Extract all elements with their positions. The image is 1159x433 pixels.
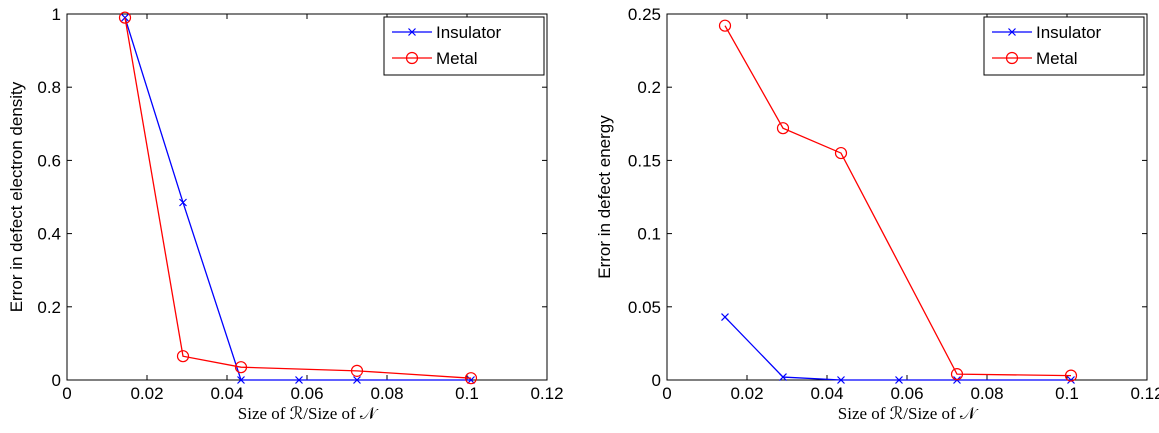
data-point [295, 376, 303, 384]
data-point [464, 372, 478, 385]
x-tick-label: 0.02 [130, 384, 163, 403]
x-tick-label: 0 [662, 384, 671, 403]
legend: Insulator Metal [383, 16, 545, 76]
x-tick-label: 0.08 [970, 384, 1003, 403]
x-tick-label: 0.06 [890, 384, 923, 403]
x-tick-label: 0.04 [210, 384, 243, 403]
x-tick-label: 0 [62, 384, 71, 403]
x-tick-label: 0.08 [370, 384, 403, 403]
y-tick-label: 0.1 [637, 225, 661, 244]
x-tick-label: 0.04 [810, 384, 843, 403]
y-tick-label: 0.8 [37, 78, 61, 97]
x-tick-label: 0.02 [730, 384, 763, 403]
series-line [124, 17, 471, 381]
y-tick-label: 0.2 [37, 298, 61, 317]
y-tick-label: 0.4 [37, 225, 61, 244]
series-metal [718, 19, 1078, 382]
legend-marker [1008, 28, 1016, 36]
data-point [718, 19, 732, 32]
y-tick-label: 0.2 [637, 78, 661, 97]
y-tick-label: 0.6 [37, 151, 61, 170]
data-point [776, 122, 790, 135]
legend: Insulator Metal [983, 16, 1145, 76]
x-tick-label: 0.1 [1055, 384, 1079, 403]
x-tick-label: 0.1 [455, 384, 479, 403]
y-tick-label: 0 [52, 371, 61, 390]
legend-label: Metal [1036, 49, 1078, 68]
legend-marker [1005, 51, 1019, 65]
legend-label: Metal [436, 49, 478, 68]
data-point [895, 376, 903, 384]
legend-box [383, 16, 545, 76]
data-point [1067, 376, 1075, 384]
data-point [1064, 369, 1078, 382]
data-point [721, 313, 729, 321]
x-axis-label: Size of ℛ/Size of 𝒩 [838, 404, 979, 423]
left-chart-panel: 0 0.02 0.04 0.06 0.08 0.1 0.12 0 0.2 0.4 0.6 0.8 1 Si… [7, 5, 564, 423]
data-point [353, 376, 361, 384]
legend-marker [408, 28, 416, 36]
legend-label: Insulator [1036, 23, 1102, 42]
legend-label: Insulator [436, 23, 502, 42]
right-chart-panel: 0 0.02 0.04 0.06 0.08 0.1 0.12 0 0.05 0.1 0.15 0.2 0… [595, 5, 1159, 423]
data-point [950, 368, 964, 381]
series-line [124, 17, 472, 379]
data-point [237, 376, 245, 384]
data-point [350, 364, 364, 377]
x-axis-label: Size of ℛ/Size of 𝒩 [238, 404, 379, 423]
data-point [118, 11, 132, 24]
series-insulator [121, 13, 475, 384]
y-tick-label: 0.05 [628, 298, 661, 317]
data-point [234, 361, 248, 374]
y-tick-label: 0 [652, 371, 661, 390]
data-point [179, 198, 187, 207]
y-tick-label: 0.15 [628, 151, 661, 170]
y-axis-label: Error in defect energy [595, 115, 614, 279]
series-line [724, 316, 1071, 381]
x-tick-label: 0.12 [1130, 384, 1159, 403]
legend-marker [405, 51, 419, 65]
y-tick-label: 0.25 [628, 5, 661, 24]
series-line [724, 25, 1072, 377]
data-point [176, 350, 190, 363]
series-metal [118, 11, 478, 385]
x-tick-label: 0.06 [290, 384, 323, 403]
legend-box [983, 16, 1145, 76]
y-tick-label: 1 [52, 5, 61, 24]
data-point [779, 373, 787, 381]
x-tick-label: 0.12 [530, 384, 563, 403]
data-point [834, 146, 848, 160]
y-axis-label: Error in defect electron density [7, 81, 26, 312]
data-point [837, 376, 845, 384]
